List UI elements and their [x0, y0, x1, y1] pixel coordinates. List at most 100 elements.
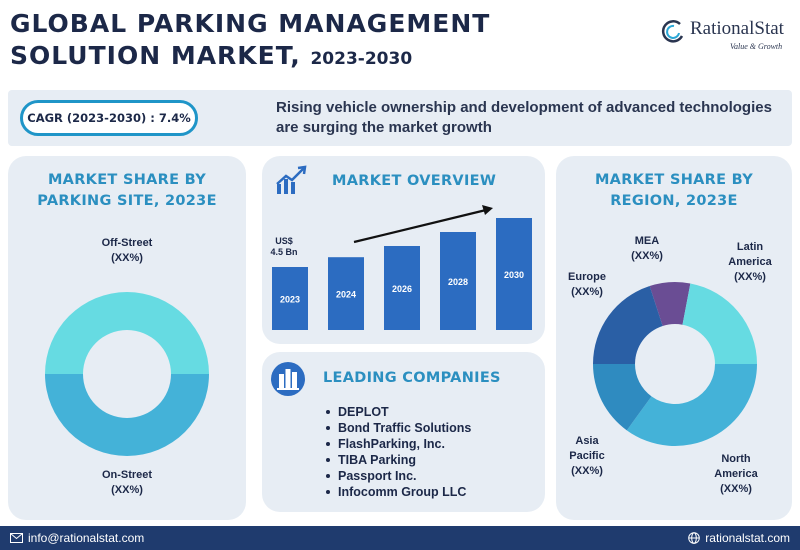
list-item: TIBA Parking: [326, 452, 471, 468]
region-heading: MARKET SHARE BY REGION, 2023E: [556, 170, 792, 212]
mea-name: MEA: [634, 235, 660, 247]
parking-site-heading-line-2: PARKING SITE, 2023E: [37, 193, 217, 209]
slice-europe: [593, 286, 663, 364]
list-item: Bond Traffic Solutions: [326, 420, 471, 436]
logo-tagline: Value & Growth: [730, 42, 783, 51]
email-text[interactable]: info@rationalstat.com: [28, 531, 145, 545]
on-street-label-group: On-Street (XX%): [8, 468, 246, 498]
footer: info@rationalstat.com rationalstat.com: [0, 526, 800, 550]
leading-companies-panel: LEADING COMPANIES: [262, 352, 545, 512]
bar-label-2024: 2024: [336, 290, 356, 300]
list-item: Infocomm Group LLC: [326, 484, 471, 500]
latin-america-name-2: America: [728, 256, 772, 268]
north-america-label: North America (XX%): [706, 452, 766, 497]
company-name: DEPLOT: [338, 405, 389, 419]
latin-america-value: (XX%): [734, 271, 766, 283]
globe-icon: [688, 532, 701, 544]
slice-asia-pacific: [593, 364, 652, 431]
europe-value: (XX%): [571, 286, 603, 298]
bar-2028: [440, 232, 476, 330]
leading-companies-heading: LEADING COMPANIES: [323, 370, 501, 386]
list-item: Passport Inc.: [326, 468, 471, 484]
region-donut-chart: [593, 282, 757, 446]
company-name: Passport Inc.: [338, 469, 417, 483]
title-line-2-text: SOLUTION MARKET,: [10, 41, 301, 70]
logo-name: RationalStat: [690, 18, 784, 39]
north-america-value: (XX%): [720, 483, 752, 495]
latin-america-label: Latin America (XX%): [720, 240, 780, 285]
north-america-name-2: America: [714, 468, 758, 480]
market-overview-panel: MARKET OVERVIEW US$ 4.5 Bn 2023 2024 2026 2…: [262, 156, 545, 344]
company-name: Infocomm Group LLC: [338, 485, 467, 499]
buildings-icon: [271, 362, 305, 396]
trend-arrow-head: [482, 205, 493, 215]
bar-2024: [328, 257, 364, 330]
region-heading-line-1: MARKET SHARE BY: [594, 172, 754, 188]
value-label: US$ 4.5 Bn: [268, 236, 300, 258]
bullet: [326, 410, 330, 414]
mea-value: (XX%): [631, 250, 663, 262]
bullet: [326, 426, 330, 430]
bullet: [326, 442, 330, 446]
latin-america-name-1: Latin: [736, 241, 764, 253]
bullet: [326, 474, 330, 478]
company-name: Bond Traffic Solutions: [338, 421, 472, 435]
envelope-icon: [10, 533, 23, 543]
company-name: TIBA Parking: [338, 453, 417, 467]
off-street-value: (XX%): [111, 252, 143, 264]
asia-pacific-name-2: Pacific: [569, 450, 605, 462]
bar-label-2026: 2026: [392, 284, 412, 294]
slice-off-street: [45, 292, 209, 374]
summary-banner: CAGR (2023-2030) : 7.4% Rising vehicle o…: [8, 90, 792, 146]
trend-arrow-line: [353, 208, 487, 244]
region-panel: MARKET SHARE BY REGION, 2023E MEA (XX%) …: [556, 156, 792, 520]
banner-headline: Rising vehicle ownership and development…: [276, 99, 772, 136]
page-title: GLOBAL PARKING MANAGEMENT SOLUTION MARKE…: [10, 8, 570, 75]
cagr-badge: CAGR (2023-2030) : 7.4%: [20, 100, 198, 136]
slice-on-street: [45, 374, 209, 456]
asia-pacific-value: (XX%): [571, 465, 603, 477]
on-street-value: (XX%): [111, 484, 143, 496]
list-item: FlashParking, Inc.: [326, 436, 471, 452]
asia-pacific-name-1: Asia: [575, 435, 599, 447]
asia-pacific-label: Asia Pacific (XX%): [562, 434, 612, 479]
europe-name: Europe: [568, 271, 606, 283]
list-item: DEPLOT: [326, 404, 471, 420]
bullet: [326, 490, 330, 494]
parking-site-panel: MARKET SHARE BY PARKING SITE, 2023E Off-…: [8, 156, 246, 520]
slice-latin-america: [682, 283, 757, 364]
europe-label: Europe (XX%): [560, 270, 614, 300]
value-label-amount: 4.5 Bn: [270, 247, 298, 257]
bullet: [326, 458, 330, 462]
off-street-label: Off-Street: [101, 237, 153, 249]
logo-mark-icon: [661, 20, 684, 43]
parking-site-donut-chart: [45, 292, 209, 456]
market-overview-heading: MARKET OVERVIEW: [332, 173, 497, 189]
market-overview-bar-chart: 2023 2024 2026 2028 2030: [272, 205, 532, 330]
title-years: 2023-2030: [310, 49, 413, 69]
bar-2026: [384, 246, 420, 330]
company-name: FlashParking, Inc.: [338, 437, 445, 451]
on-street-label: On-Street: [101, 469, 153, 481]
off-street-label-group: Off-Street (XX%): [8, 236, 246, 266]
north-america-name-1: North: [721, 453, 751, 465]
growth-chart-icon: [276, 165, 307, 194]
bar-2023: [272, 267, 308, 330]
title-line-2: SOLUTION MARKET, 2023-2030: [10, 40, 570, 75]
company-list: DEPLOT Bond Traffic Solutions FlashParki…: [326, 404, 471, 500]
mea-label: MEA (XX%): [622, 234, 672, 264]
footer-website[interactable]: rationalstat.com: [688, 531, 790, 545]
slice-north-america: [626, 364, 757, 446]
footer-email[interactable]: info@rationalstat.com: [10, 531, 144, 545]
bar-label-2023: 2023: [280, 295, 300, 305]
parking-site-heading: MARKET SHARE BY PARKING SITE, 2023E: [8, 170, 246, 212]
slice-mea: [649, 282, 691, 326]
value-label-currency: US$: [275, 236, 293, 246]
title-line-1: GLOBAL PARKING MANAGEMENT: [10, 9, 491, 38]
bar-label-2030: 2030: [504, 270, 524, 280]
website-text[interactable]: rationalstat.com: [705, 531, 790, 545]
logo: RationalStat Value & Growth: [660, 14, 795, 54]
region-heading-line-2: REGION, 2023E: [610, 193, 738, 209]
bar-2030: [496, 218, 532, 330]
bar-label-2028: 2028: [448, 277, 468, 287]
